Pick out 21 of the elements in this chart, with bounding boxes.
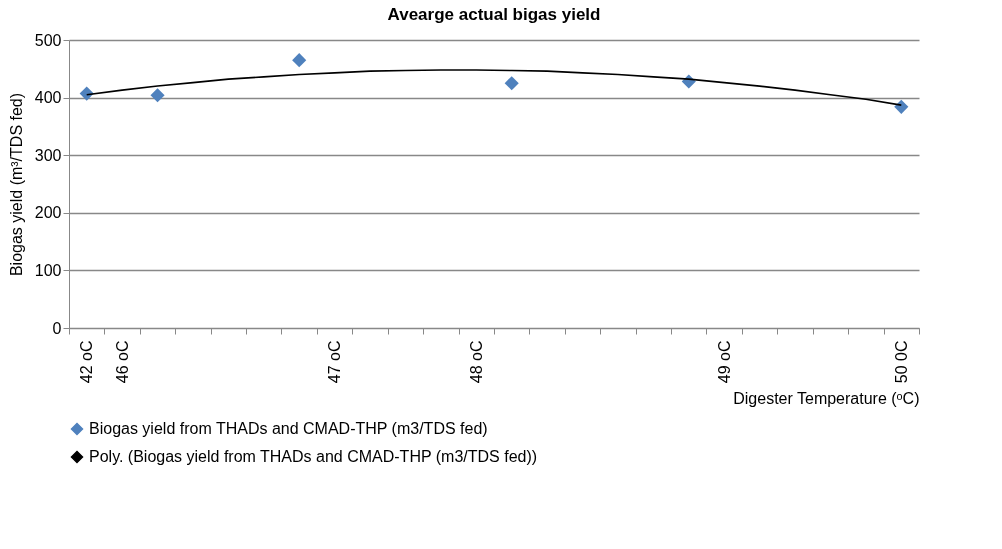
point	[894, 99, 909, 114]
x-tick-label: 42 oC	[78, 340, 96, 384]
legend-label: Poly. (Biogas yield from THADs and CMAD-THP (m3/TDS fed))	[89, 448, 538, 465]
x-tick-label: 48 oC	[467, 340, 485, 384]
y-tick-label: 500	[34, 31, 62, 49]
y-tick-label: 100	[34, 261, 62, 279]
point	[150, 88, 165, 103]
legend-label: Biogas yield from THADs and CMAD-THP (m3/TDS fed)	[89, 420, 488, 437]
y-axis-title: Biogas yield (m³/TDS fed)	[7, 92, 25, 277]
x-axis-title: Digester Temperature (ᵒC)	[733, 390, 920, 408]
x-tick-label: 46 oC	[113, 340, 131, 384]
y-tick-label: 200	[34, 204, 62, 222]
point	[504, 76, 519, 91]
chart-title: Avearge actual bigas yield	[387, 5, 601, 24]
point	[292, 53, 307, 68]
x-tick-label: 49 oC	[715, 340, 733, 384]
y-tick-label: 400	[34, 89, 62, 107]
y-tick-label: 0	[52, 319, 62, 337]
x-tick-label: 47 oC	[326, 340, 344, 384]
x-tick-label: 50 0C	[892, 340, 910, 384]
y-tick-label: 300	[34, 146, 62, 164]
